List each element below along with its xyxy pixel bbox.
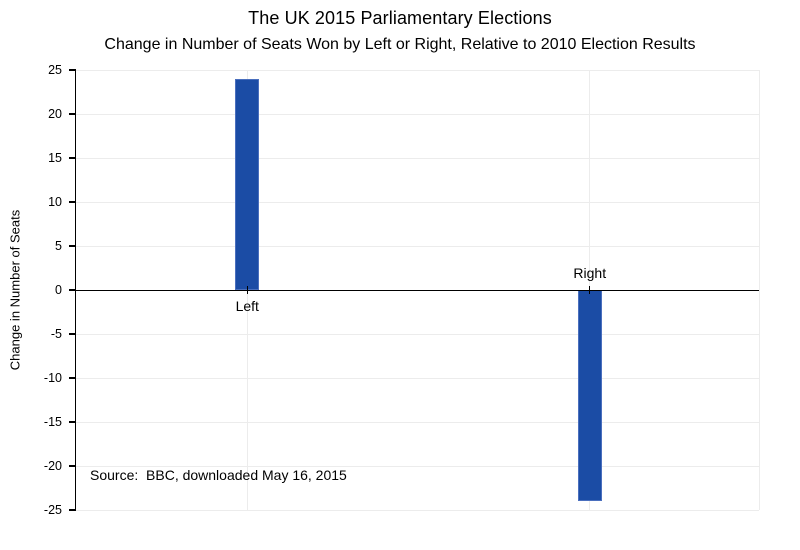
y-tick-label: 5 bbox=[55, 239, 62, 253]
y-axis-tick bbox=[69, 69, 76, 71]
category-tick bbox=[589, 286, 591, 294]
y-gridline bbox=[76, 158, 759, 159]
y-axis-tick bbox=[69, 113, 76, 115]
source-note: Source: BBC, downloaded May 16, 2015 bbox=[90, 467, 347, 483]
y-tick-label: -10 bbox=[43, 371, 62, 385]
y-gridline bbox=[76, 246, 759, 247]
y-axis-tick bbox=[69, 201, 76, 203]
y-axis-tick bbox=[69, 465, 76, 467]
chart-title: The UK 2015 Parliamentary Elections bbox=[248, 8, 552, 28]
y-axis-tick bbox=[69, 377, 76, 379]
y-tick-label: -25 bbox=[43, 503, 62, 517]
y-tick-label: 20 bbox=[48, 107, 62, 121]
y-gridline bbox=[76, 70, 759, 71]
y-gridline bbox=[76, 510, 759, 511]
y-gridline bbox=[76, 422, 759, 423]
y-tick-label: 0 bbox=[55, 283, 62, 297]
category-label-left: Left bbox=[235, 298, 259, 314]
y-gridline bbox=[76, 466, 759, 467]
y-tick-label: -20 bbox=[43, 459, 62, 473]
plot-area: -25 -20 -15 -10 -5 0 5 10 15 20 25 Left Right bbox=[44, 63, 760, 517]
y-gridline bbox=[76, 114, 759, 115]
chart-subtitle: Change in Number of Seats Won by Left or… bbox=[104, 36, 696, 53]
y-axis-tick bbox=[69, 509, 76, 511]
bar-right bbox=[577, 290, 602, 502]
y-tick-label: -15 bbox=[43, 415, 62, 429]
y-tick-label: 10 bbox=[48, 195, 62, 209]
y-gridline bbox=[76, 334, 759, 335]
y-gridline bbox=[76, 378, 759, 379]
y-gridline bbox=[76, 202, 759, 203]
y-tick-label: -5 bbox=[50, 327, 62, 341]
category-label-right: Right bbox=[573, 265, 607, 281]
y-axis-tick bbox=[69, 333, 76, 335]
category-tick bbox=[246, 286, 248, 294]
y-axis-tick bbox=[69, 245, 76, 247]
y-axis-tick bbox=[69, 157, 76, 159]
bar-left bbox=[235, 78, 260, 290]
y-tick-label: 25 bbox=[48, 63, 62, 77]
y-axis-tick bbox=[69, 289, 76, 291]
x-axis-zero-line bbox=[76, 289, 759, 291]
y-tick-label: 15 bbox=[48, 151, 62, 165]
y-axis-tick bbox=[69, 421, 76, 423]
